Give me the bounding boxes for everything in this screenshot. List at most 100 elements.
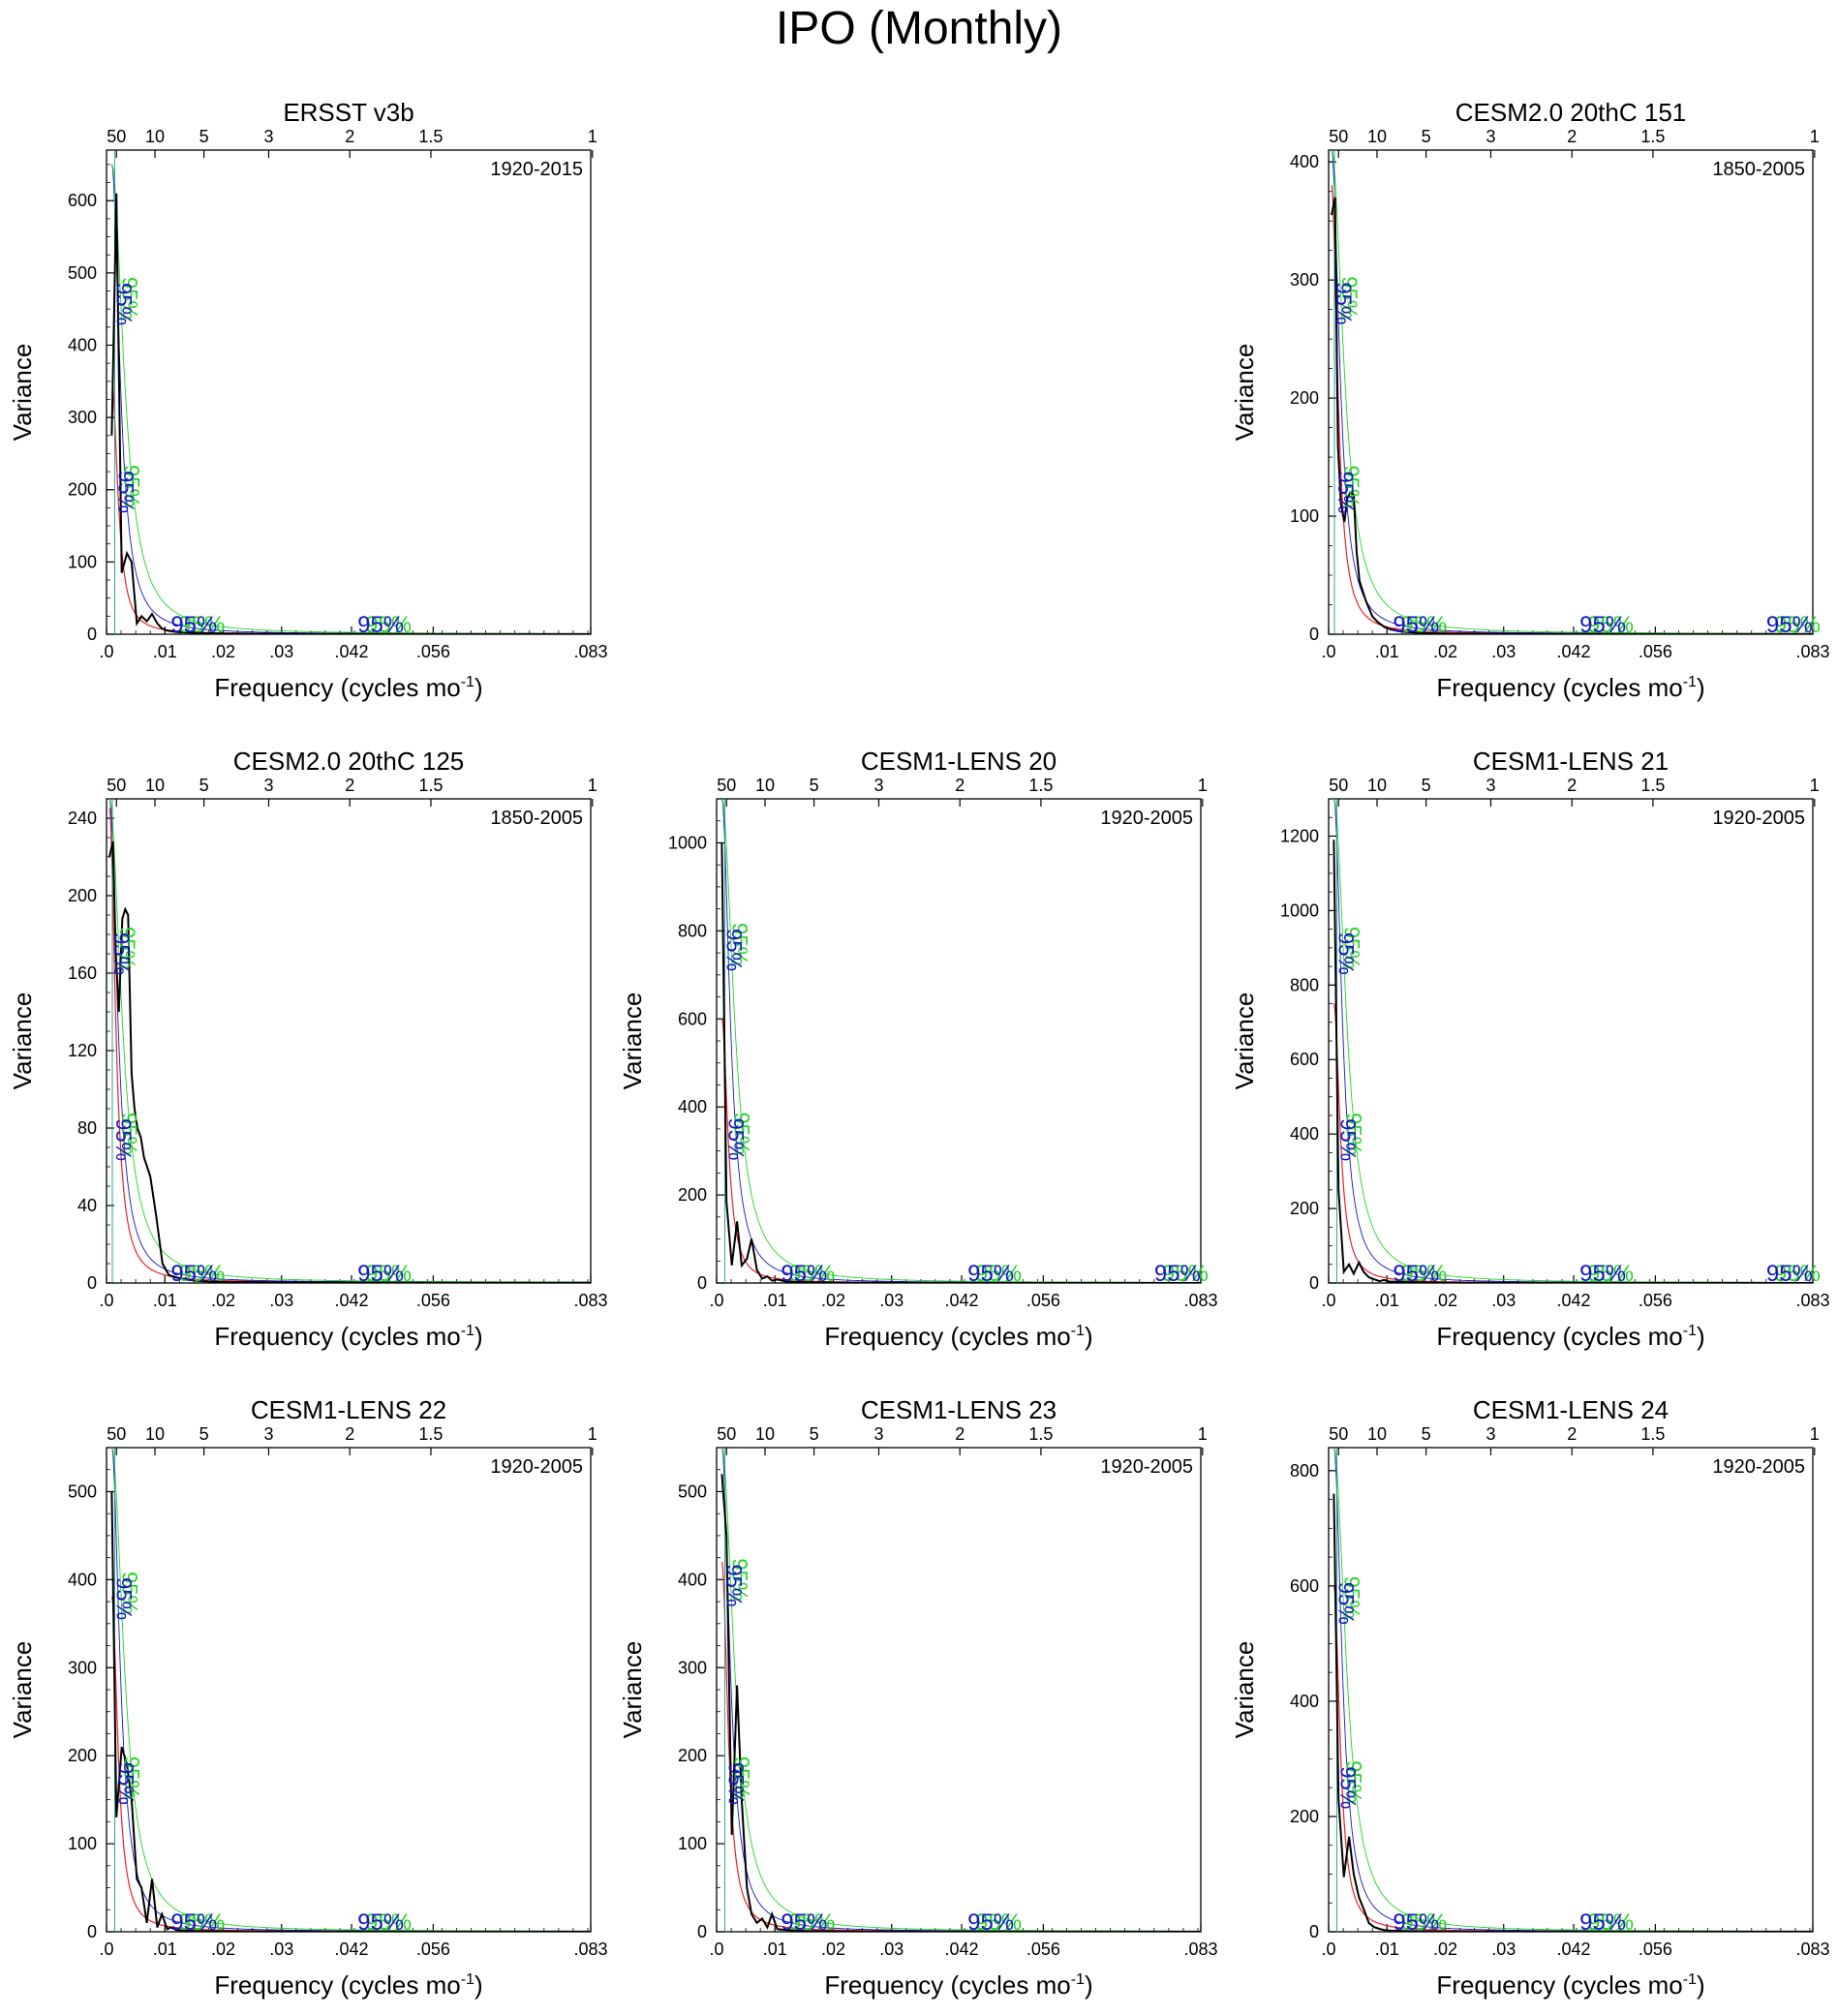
ci-label-green: 95%	[788, 1261, 835, 1287]
top-tick-label: 2	[1567, 127, 1577, 146]
y-tick-label: 500	[68, 1481, 97, 1501]
top-tick-label: 3	[263, 776, 273, 795]
y-tick-label: 0	[697, 1273, 707, 1293]
ci-label-green: 95%	[729, 1112, 753, 1154]
ci-label-blue: 95%	[1334, 1582, 1359, 1625]
red-noise-curve	[1333, 1585, 1813, 1932]
x-tick-label: .02	[211, 1291, 235, 1310]
ci-label-blue: 95%	[723, 1762, 748, 1805]
ci-label-green: 95%	[115, 927, 139, 969]
ci-label-green: 95%	[975, 1909, 1022, 1936]
ci-label-green: 95%	[178, 612, 225, 638]
ci-label-blue: 95%	[1335, 1118, 1360, 1161]
y-axis-label: Variance	[1230, 1641, 1259, 1739]
ci-label-blue: 95%	[722, 929, 747, 971]
ci-label-blue: 95%	[1333, 472, 1358, 514]
x-tick-label: .056	[1639, 1291, 1672, 1310]
top-tick-label: 1	[1198, 776, 1208, 795]
x-tick-label: .02	[821, 1940, 845, 1959]
top-tick-label: 50	[1329, 127, 1348, 146]
top-tick-label: 50	[1329, 1424, 1348, 1444]
y-axis-label: Variance	[8, 344, 37, 442]
top-tick-label: 1.5	[1028, 776, 1053, 795]
top-tick-label: 10	[1367, 127, 1387, 146]
x-tick-label: .01	[1375, 1940, 1399, 1959]
y-tick-label: 1200	[1280, 826, 1319, 845]
ci-label-green: 95%	[118, 277, 142, 320]
y-axis-label: Variance	[1230, 993, 1259, 1090]
ci-label-blue: 95%	[113, 1762, 138, 1805]
y-axis-label: Variance	[8, 993, 37, 1090]
ci-label-blue: 95%	[1335, 1766, 1360, 1809]
spectrum-line	[720, 1474, 1201, 1932]
ci-curve-green	[721, 1448, 1201, 1932]
x-tick-label: .01	[1375, 1291, 1399, 1310]
ci-label-blue: 95%	[1579, 1909, 1626, 1936]
period-label: 1920-2015	[490, 159, 583, 180]
top-tick-label: 50	[717, 1424, 736, 1444]
ci-label-green: 95%	[728, 923, 752, 965]
top-tick-label: 50	[107, 127, 126, 146]
ci-label-blue: 95%	[1334, 932, 1359, 975]
top-tick-label: 10	[1367, 1424, 1387, 1444]
period-label: 1920-2005	[490, 1456, 583, 1478]
top-tick-label: 5	[810, 1424, 819, 1444]
top-tick-label: 2	[345, 776, 354, 795]
ci-label-green: 95%	[119, 465, 143, 507]
top-tick-label: 1.5	[1640, 127, 1665, 146]
x-tick-label: .0	[99, 1940, 113, 1959]
y-tick-label: 600	[1290, 1050, 1319, 1069]
y-tick-label: 200	[1290, 1199, 1319, 1218]
plot-frame	[1328, 1447, 1814, 1933]
x-tick-label: .0	[1321, 1291, 1335, 1310]
y-tick-label: 200	[68, 480, 97, 500]
ci-label-green: 95%	[365, 1909, 412, 1936]
ci-label-green: 95%	[1400, 612, 1447, 638]
plot-frame	[716, 798, 1202, 1284]
chart-panel-lens-24: CESM1-LENS 24 1920-2005 .0 .01 .02 .03 .042 .05…	[1230, 1395, 1830, 2000]
x-axis-label: Frequency (cycles mo-1)	[824, 1970, 1092, 2000]
y-tick-label: 40	[77, 1196, 97, 1215]
x-tick-label: .03	[1491, 1940, 1516, 1959]
ci-label-green: 95%	[178, 1909, 225, 1936]
ci-curve-blue	[721, 799, 1201, 1283]
plot-frame	[106, 1447, 592, 1933]
top-tick-label: 1.5	[418, 1424, 443, 1444]
ci-label-blue: 95%	[1766, 1261, 1813, 1287]
spectrum-line	[1333, 1493, 1813, 1932]
x-tick-label: .03	[1491, 642, 1516, 661]
ci-label-blue: 95%	[1393, 612, 1439, 638]
y-tick-label: 80	[77, 1118, 97, 1138]
ci-label-green: 95%	[1400, 1261, 1447, 1287]
chart-panel-lens-23: CESM1-LENS 23 1920-2005 .0 .01 .02 .03 .042 .05…	[618, 1395, 1218, 2000]
y-tick-label: 120	[68, 1041, 97, 1060]
y-tick-label: 400	[1290, 152, 1319, 171]
ci-curve-blue	[1333, 1448, 1813, 1932]
ci-label-blue: 95%	[357, 612, 404, 638]
top-tick-label: 3	[263, 127, 273, 146]
y-tick-label: 800	[1290, 975, 1319, 994]
spectrum-line	[720, 842, 1201, 1283]
top-tick-label: 3	[1486, 127, 1495, 146]
y-tick-label: 600	[68, 191, 97, 210]
ci-label-blue: 95%	[1393, 1909, 1439, 1936]
y-tick-label: 400	[678, 1570, 707, 1589]
ci-label-green: 95%	[1774, 612, 1821, 638]
x-axis-label: Frequency (cycles mo-1)	[214, 1322, 482, 1351]
y-tick-label: 400	[1290, 1692, 1319, 1711]
y-tick-label: 240	[68, 809, 97, 828]
curves	[1331, 150, 1813, 634]
red-noise-curve	[108, 807, 591, 1283]
x-tick-label: .083	[1795, 1291, 1829, 1310]
ci-label-green: 95%	[365, 612, 412, 638]
ci-curve-blue	[1333, 799, 1813, 1283]
x-tick-label: .02	[1433, 1940, 1457, 1959]
top-tick-label: 1	[588, 1424, 597, 1444]
spectrum-line	[1331, 197, 1813, 634]
curves	[720, 799, 1201, 1283]
ci-label-blue: 95%	[1393, 1261, 1439, 1287]
x-axis-label: Frequency (cycles mo-1)	[214, 1970, 482, 2000]
spectrum-line	[110, 1491, 591, 1932]
ci-label-green: 95%	[117, 1113, 141, 1155]
curves	[110, 150, 591, 634]
